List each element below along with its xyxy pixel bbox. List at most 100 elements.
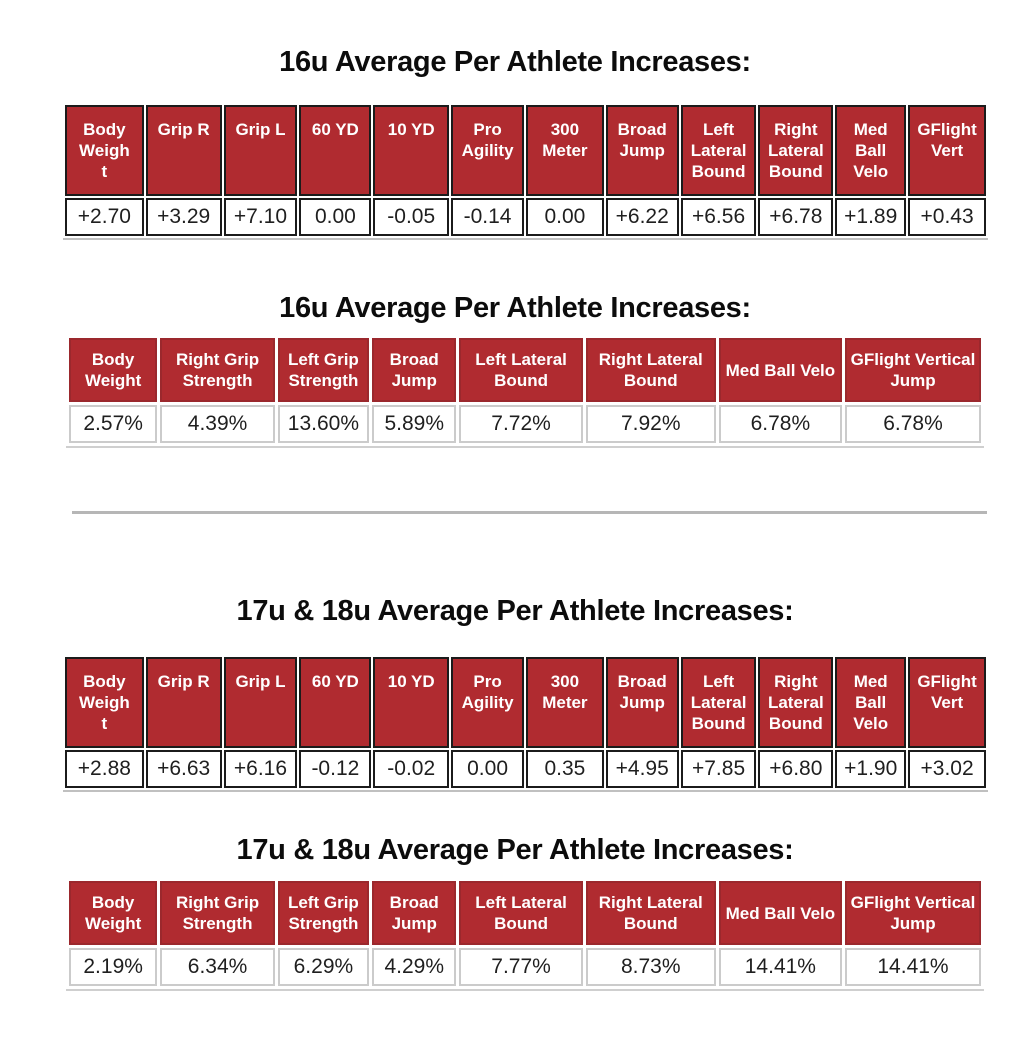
header-cell-label: Body Weight xyxy=(79,672,130,733)
value-cell: 2.57% xyxy=(69,405,158,443)
table-16u-raw-increases: Body Weight Grip R Grip L 60 YD 10 YD Pro Agi… xyxy=(63,103,988,238)
section-divider xyxy=(72,511,987,514)
value-cell: 2.19% xyxy=(69,948,158,986)
header-cell: GFlight Vertical Jump xyxy=(844,881,981,945)
header-cell: Pro Agility xyxy=(451,657,525,748)
header-cell-label: Body Weight xyxy=(79,120,130,181)
header-cell: Med Ball Velo xyxy=(718,338,842,402)
header-cell: 60 YD xyxy=(299,105,372,196)
header-cell: Left Grip Strength xyxy=(277,338,370,402)
header-cell: Left Lateral Bound xyxy=(459,881,583,945)
header-cell: 300 Meter xyxy=(526,657,604,748)
value-cell: +2.70 xyxy=(65,198,144,236)
value-cell: 7.92% xyxy=(585,405,716,443)
header-cell: Broad Jump xyxy=(372,881,457,945)
value-cell: 8.73% xyxy=(585,948,716,986)
header-cell: Left Lateral Bound xyxy=(680,657,757,748)
value-cell: 7.72% xyxy=(459,405,583,443)
value-cell: -0.02 xyxy=(373,750,450,788)
section-title-17u18u-raw: 17u & 18u Average Per Athlete Increases: xyxy=(236,595,794,627)
value-cell: +6.63 xyxy=(145,750,222,788)
value-cell: 0.00 xyxy=(526,198,604,236)
value-cell: +6.80 xyxy=(758,750,834,788)
value-cell: -0.05 xyxy=(373,198,450,236)
header-cell: Med Ball Velo xyxy=(835,657,907,748)
value-cell: +0.43 xyxy=(908,198,986,236)
header-cell: Right Lateral Bound xyxy=(585,338,716,402)
value-cell: 14.41% xyxy=(718,948,842,986)
value-cell: 0.35 xyxy=(526,750,604,788)
value-cell: 6.78% xyxy=(844,405,981,443)
header-cell: Left Lateral Bound xyxy=(680,105,757,196)
value-cell: +6.56 xyxy=(680,198,757,236)
value-cell: +3.29 xyxy=(145,198,222,236)
value-cell: +7.85 xyxy=(680,750,757,788)
section-title-16u-percent: 16u Average Per Athlete Increases: xyxy=(279,292,751,324)
header-cell: Right Lateral Bound xyxy=(585,881,716,945)
header-row: Body Weight Right Grip Strength Left Grip … xyxy=(69,338,981,402)
header-cell: GFlight Vert xyxy=(908,657,986,748)
value-cell: +6.22 xyxy=(605,198,679,236)
header-cell: 10 YD xyxy=(373,657,450,748)
table-17u18u-percent-increases: Body Weight Right Grip Strength Left Grip … xyxy=(66,878,984,989)
value-cell: +3.02 xyxy=(908,750,986,788)
table-17u18u-raw-increases: Body Weight Grip R Grip L 60 YD 10 YD Pro Agi… xyxy=(63,655,988,790)
data-row: +2.70 +3.29 +7.10 0.00 -0.05 -0.14 0.00 +6.22 +6… xyxy=(65,198,986,236)
value-cell: -0.14 xyxy=(451,198,525,236)
header-cell: Grip L xyxy=(223,657,298,748)
header-cell: Broad Jump xyxy=(605,657,679,748)
value-cell: 0.00 xyxy=(451,750,525,788)
header-cell: Left Grip Strength xyxy=(277,881,370,945)
section-title-17u18u-percent: 17u & 18u Average Per Athlete Increases: xyxy=(236,834,794,866)
value-cell: 0.00 xyxy=(299,198,372,236)
header-cell: GFlight Vertical Jump xyxy=(844,338,981,402)
table-16u-percent-increases: Body Weight Right Grip Strength Left Grip … xyxy=(66,335,984,446)
header-row: Body Weight Grip R Grip L 60 YD 10 YD Pro Agi… xyxy=(65,657,986,748)
header-cell: Right Lateral Bound xyxy=(758,105,834,196)
header-row: Body Weight Right Grip Strength Left Grip … xyxy=(69,881,981,945)
value-cell: 4.29% xyxy=(372,948,457,986)
header-cell: Med Ball Velo xyxy=(718,881,842,945)
section-title-16u-raw: 16u Average Per Athlete Increases: xyxy=(279,46,751,78)
header-cell: Grip R xyxy=(145,105,222,196)
value-cell: 13.60% xyxy=(277,405,370,443)
value-cell: 6.29% xyxy=(277,948,370,986)
header-cell: GFlight Vert xyxy=(908,105,986,196)
value-cell: +6.16 xyxy=(223,750,298,788)
value-cell: 6.78% xyxy=(718,405,842,443)
header-cell: Body Weight xyxy=(65,105,144,196)
header-cell: Body Weight xyxy=(65,657,144,748)
header-cell: Grip R xyxy=(145,657,222,748)
value-cell: +7.10 xyxy=(223,198,298,236)
report-page: 16u Average Per Athlete Increases: Body … xyxy=(0,44,1030,989)
value-cell: +4.95 xyxy=(605,750,679,788)
header-cell: Body Weight xyxy=(69,338,158,402)
header-cell: Right Grip Strength xyxy=(160,338,275,402)
data-row: 2.57% 4.39% 13.60% 5.89% 7.72% 7.92% 6.78% 6.78… xyxy=(69,405,981,443)
header-cell: Right Lateral Bound xyxy=(758,657,834,748)
header-cell: Grip L xyxy=(223,105,298,196)
value-cell: +1.89 xyxy=(835,198,907,236)
data-row: 2.19% 6.34% 6.29% 4.29% 7.77% 8.73% 14.41% 14.4… xyxy=(69,948,981,986)
value-cell: 4.39% xyxy=(160,405,275,443)
value-cell: +1.90 xyxy=(835,750,907,788)
header-cell: Body Weight xyxy=(69,881,158,945)
header-cell: Broad Jump xyxy=(605,105,679,196)
header-cell: Right Grip Strength xyxy=(160,881,275,945)
header-cell: Med Ball Velo xyxy=(835,105,907,196)
value-cell: +6.78 xyxy=(758,198,834,236)
value-cell: 5.89% xyxy=(372,405,457,443)
value-cell: +2.88 xyxy=(65,750,144,788)
header-cell: Broad Jump xyxy=(372,338,457,402)
value-cell: 14.41% xyxy=(844,948,981,986)
header-row: Body Weight Grip R Grip L 60 YD 10 YD Pro Agi… xyxy=(65,105,986,196)
header-cell: Left Lateral Bound xyxy=(459,338,583,402)
header-cell: 300 Meter xyxy=(526,105,604,196)
value-cell: 7.77% xyxy=(459,948,583,986)
value-cell: 6.34% xyxy=(160,948,275,986)
value-cell: -0.12 xyxy=(299,750,372,788)
data-row: +2.88 +6.63 +6.16 -0.12 -0.02 0.00 0.35 +4.95 +7… xyxy=(65,750,986,788)
header-cell: 60 YD xyxy=(299,657,372,748)
header-cell: Pro Agility xyxy=(451,105,525,196)
header-cell: 10 YD xyxy=(373,105,450,196)
